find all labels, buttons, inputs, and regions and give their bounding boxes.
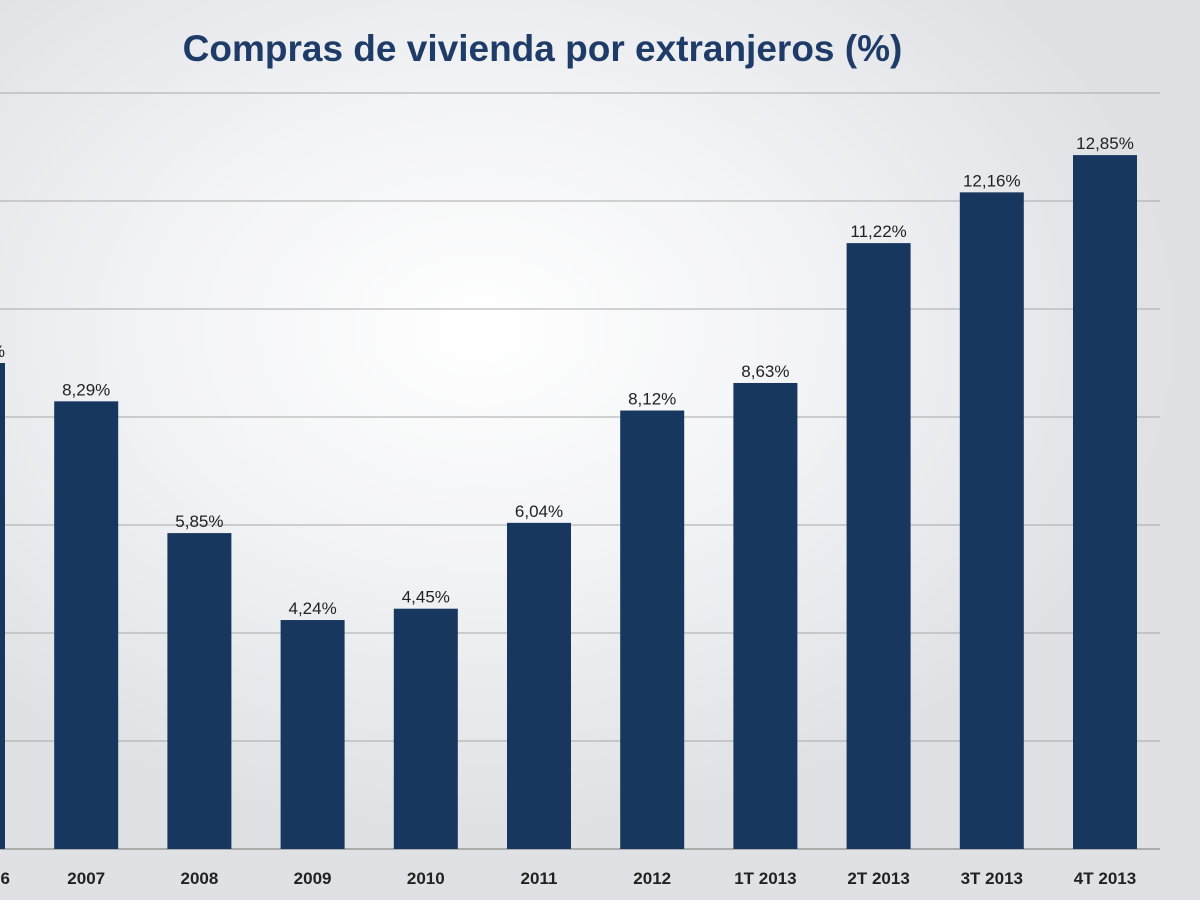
data-label: 4,24% <box>288 599 336 618</box>
bar <box>959 192 1024 850</box>
x-tick-label: 2007 <box>67 869 105 888</box>
bar <box>507 522 571 849</box>
x-tick-label: 4T 2013 <box>1074 869 1136 888</box>
bar <box>393 608 458 849</box>
data-label: 4,45% <box>402 588 450 607</box>
bar <box>280 620 345 849</box>
x-tick-label: 2009 <box>294 869 332 888</box>
bar <box>1073 155 1137 850</box>
data-label: 6,04% <box>515 502 563 521</box>
data-label: 12,85% <box>1076 134 1134 153</box>
x-tick-label: 2012 <box>633 869 671 888</box>
data-label: 8,12% <box>628 390 676 409</box>
x-tick-label: 2010 <box>407 869 445 888</box>
chart-title: Compras de vivienda por extranjeros (%) <box>182 28 903 69</box>
data-label: 8,29% <box>62 380 110 399</box>
bar <box>620 410 685 849</box>
data-label: 8,63% <box>741 362 789 381</box>
bar <box>733 382 798 849</box>
x-tick-label: 1T 2013 <box>734 869 796 888</box>
data-label: 12,16% <box>963 171 1021 190</box>
x-tick-label: 6 <box>1 869 10 888</box>
bar <box>0 363 5 849</box>
data-label: 5,85% <box>175 512 223 531</box>
x-tick-label: 2008 <box>180 869 218 888</box>
bar <box>846 243 911 849</box>
data-label: 11,22% <box>850 222 906 241</box>
bar <box>54 401 119 849</box>
x-tick-label: 2T 2013 <box>847 869 909 888</box>
x-tick-label: 3T 2013 <box>961 869 1023 888</box>
x-tick-label: 2011 <box>521 869 558 888</box>
data-label: % <box>0 342 5 361</box>
bar <box>167 533 232 849</box>
